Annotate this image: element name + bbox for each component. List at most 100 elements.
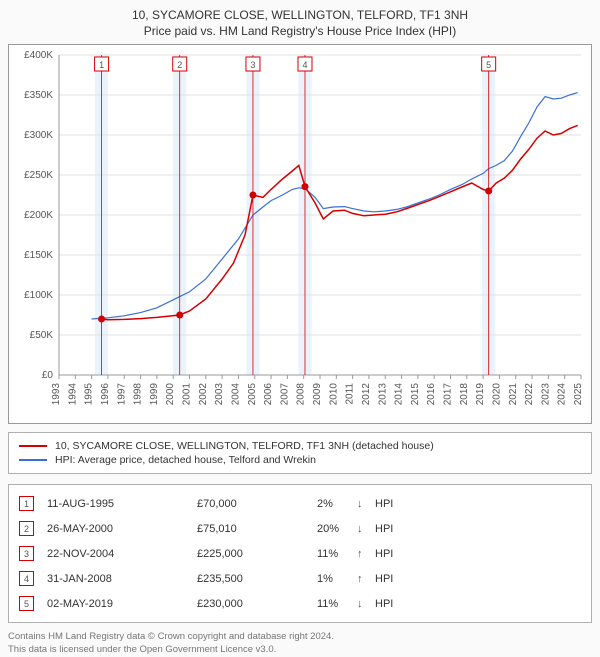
marker-dot [485,188,492,195]
marker-table-badge: 4 [19,571,34,586]
x-tick-label: 1996 [100,383,111,406]
x-tick-label: 2010 [328,383,339,406]
legend-swatch [19,445,47,447]
marker-table-date: 26-MAY-2000 [47,523,197,535]
marker-table-pct: 1% [317,573,357,585]
x-tick-label: 1994 [67,383,78,406]
arrow-down-icon: ↓ [357,498,375,510]
chart-title-block: 10, SYCAMORE CLOSE, WELLINGTON, TELFORD,… [8,8,592,38]
x-tick-label: 2003 [214,383,225,406]
title-line1: 10, SYCAMORE CLOSE, WELLINGTON, TELFORD,… [8,8,592,22]
legend: 10, SYCAMORE CLOSE, WELLINGTON, TELFORD,… [8,432,592,474]
x-tick-label: 2007 [279,383,290,406]
legend-swatch [19,459,47,461]
x-tick-label: 2006 [263,383,274,406]
marker-table-pct: 20% [317,523,357,535]
marker-table-date: 11-AUG-1995 [47,498,197,510]
x-tick-label: 1999 [149,383,160,406]
marker-dot [301,183,308,190]
arrow-up-icon: ↑ [357,573,375,585]
marker-table-badge: 1 [19,496,34,511]
marker-table-row: 1 11-AUG-1995£70,0002%↓HPI [17,491,583,516]
marker-table-hpi: HPI [375,573,415,585]
marker-dot [249,192,256,199]
x-tick-label: 2015 [410,383,421,406]
x-tick-label: 2013 [377,383,388,406]
marker-badge-num: 1 [99,60,104,70]
x-tick-label: 2011 [345,383,356,405]
marker-dot [98,316,105,323]
x-tick-label: 1995 [84,383,95,406]
marker-table-row: 2 26-MAY-2000£75,01020%↓HPI [17,516,583,541]
marker-table-price: £225,000 [197,548,317,560]
legend-label: 10, SYCAMORE CLOSE, WELLINGTON, TELFORD,… [55,440,434,452]
marker-table-price: £70,000 [197,498,317,510]
arrow-up-icon: ↑ [357,548,375,560]
x-tick-label: 2023 [540,383,551,406]
marker-table-hpi: HPI [375,523,415,535]
x-tick-label: 1997 [116,383,127,406]
marker-table-price: £230,000 [197,598,317,610]
x-tick-label: 2019 [475,383,486,406]
footer-note: Contains HM Land Registry data © Crown c… [8,631,592,657]
arrow-down-icon: ↓ [357,598,375,610]
x-tick-label: 1993 [51,383,62,406]
marker-badge-num: 2 [177,60,182,70]
y-tick-label: £100K [24,290,53,301]
marker-table-pct: 2% [317,498,357,510]
marker-table-price: £75,010 [197,523,317,535]
x-tick-label: 2009 [312,383,323,406]
x-tick-label: 1998 [133,383,144,406]
y-tick-label: £0 [42,370,54,381]
marker-badge-num: 5 [486,60,491,70]
x-tick-label: 2008 [296,383,307,406]
x-tick-label: 2018 [459,383,470,406]
x-tick-label: 2025 [573,383,584,406]
marker-table-date: 02-MAY-2019 [47,598,197,610]
marker-table-row: 431-JAN-2008£235,5001%↑HPI [17,566,583,591]
marker-table-row: 322-NOV-2004£225,00011%↑HPI [17,541,583,566]
marker-table: 111-AUG-1995£70,0002%↓HPI226-MAY-2000£75… [8,484,592,623]
footer-line2: This data is licensed under the Open Gov… [8,644,592,657]
footer-line1: Contains HM Land Registry data © Crown c… [8,631,592,644]
x-tick-label: 2016 [426,383,437,406]
marker-badge-num: 4 [302,60,307,70]
x-tick-label: 2021 [508,383,519,406]
marker-table-badge: 2 [19,521,34,536]
x-tick-label: 2017 [443,383,454,406]
legend-row: HPI: Average price, detached house, Telf… [19,453,581,467]
marker-table-hpi: HPI [375,598,415,610]
y-tick-label: £400K [24,50,53,61]
legend-row: 10, SYCAMORE CLOSE, WELLINGTON, TELFORD,… [19,439,581,453]
x-tick-label: 2024 [557,383,568,406]
marker-dot [176,311,183,318]
title-line2: Price paid vs. HM Land Registry's House … [8,24,592,38]
arrow-down-icon: ↓ [357,523,375,535]
x-tick-label: 2022 [524,383,535,406]
marker-table-pct: 11% [317,598,357,610]
marker-badge-num: 3 [250,60,255,70]
marker-table-price: £235,500 [197,573,317,585]
marker-table-row: 5 02-MAY-2019£230,00011%↓HPI [17,591,583,616]
x-tick-label: 2014 [394,383,405,406]
x-tick-label: 2004 [230,383,241,406]
series-hpi [92,93,578,319]
marker-table-hpi: HPI [375,498,415,510]
x-tick-label: 2001 [182,383,193,406]
y-tick-label: £300K [24,130,53,141]
chart-area: £0£50K£100K£150K£200K£250K£300K£350K£400… [8,44,592,424]
y-tick-label: £50K [30,330,54,341]
y-tick-label: £150K [24,250,53,261]
marker-table-pct: 11% [317,548,357,560]
marker-table-badge: 5 [19,596,34,611]
x-tick-label: 2002 [198,383,209,406]
series-subject_property [102,125,578,319]
marker-table-badge: 3 [19,546,34,561]
y-tick-label: £350K [24,90,53,101]
x-tick-label: 2005 [247,383,258,406]
chart-svg: £0£50K£100K£150K£200K£250K£300K£350K£400… [9,45,593,425]
y-tick-label: £250K [24,170,53,181]
x-tick-label: 2020 [491,383,502,406]
x-tick-label: 2012 [361,383,372,406]
legend-label: HPI: Average price, detached house, Telf… [55,454,316,466]
